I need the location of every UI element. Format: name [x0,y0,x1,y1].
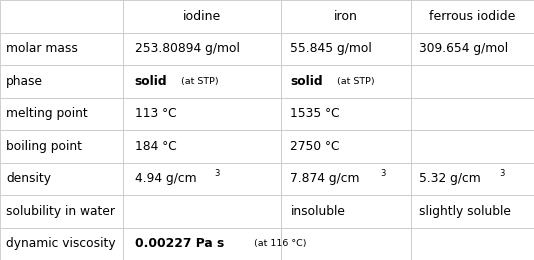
Bar [411,65,534,98]
Text: 309.654 g/mol: 309.654 g/mol [419,42,508,55]
Bar [0,65,123,98]
Bar [281,65,411,98]
Bar [123,162,281,195]
Text: solid: solid [290,75,323,88]
Text: slightly soluble: slightly soluble [419,205,511,218]
Text: 2750 °C: 2750 °C [290,140,340,153]
Text: (at 116 °C): (at 116 °C) [254,239,307,248]
Text: 3: 3 [499,169,505,178]
Text: iodine: iodine [183,10,222,23]
Bar [0,130,123,162]
Text: 55.845 g/mol: 55.845 g/mol [290,42,372,55]
Bar [281,162,411,195]
Bar [281,32,411,65]
Text: 253.80894 g/mol: 253.80894 g/mol [135,42,239,55]
Text: 3: 3 [381,169,386,178]
Bar [0,162,123,195]
Bar [0,32,123,65]
Text: insoluble: insoluble [290,205,345,218]
Text: iron: iron [334,10,358,23]
Text: 113 °C: 113 °C [135,107,176,120]
Bar [123,130,281,162]
Bar [281,195,411,228]
Text: dynamic viscosity: dynamic viscosity [6,237,116,250]
Bar [123,65,281,98]
Bar [123,195,281,228]
Bar [281,98,411,130]
Bar [123,32,281,65]
Bar [411,162,534,195]
Text: phase: phase [6,75,43,88]
Bar [123,228,281,260]
Text: boiling point: boiling point [6,140,82,153]
Bar [0,195,123,228]
Text: molar mass: molar mass [6,42,78,55]
Bar [0,98,123,130]
Text: 184 °C: 184 °C [135,140,176,153]
Bar [281,0,411,32]
Bar [281,228,411,260]
Bar [0,228,123,260]
Text: (at STP): (at STP) [337,77,374,86]
Text: 7.874 g/cm: 7.874 g/cm [290,172,360,185]
Text: solubility in water: solubility in water [6,205,115,218]
Bar [123,98,281,130]
Text: 1535 °C: 1535 °C [290,107,340,120]
Text: 0.00227 Pa s: 0.00227 Pa s [135,237,224,250]
Text: (at STP): (at STP) [181,77,218,86]
Bar [411,228,534,260]
Text: solid: solid [135,75,167,88]
Bar [411,32,534,65]
Bar [411,130,534,162]
Text: 3: 3 [215,169,220,178]
Text: melting point: melting point [6,107,88,120]
Text: ferrous iodide: ferrous iodide [429,10,515,23]
Bar [281,130,411,162]
Text: 4.94 g/cm: 4.94 g/cm [135,172,196,185]
Text: 5.32 g/cm: 5.32 g/cm [419,172,481,185]
Bar [411,195,534,228]
Bar [411,0,534,32]
Bar [0,0,123,32]
Bar [123,0,281,32]
Bar [411,98,534,130]
Text: density: density [6,172,51,185]
